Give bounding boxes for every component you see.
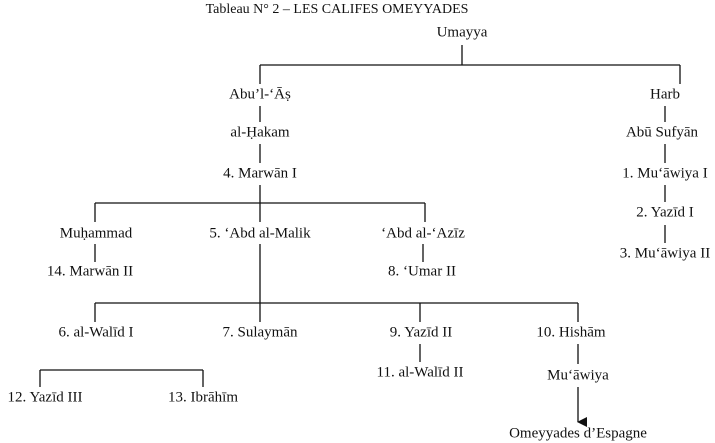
node-label: 2. Yazīd I (636, 204, 694, 220)
node-label: 1. Mu‘āwiya I (622, 165, 707, 181)
node-label: Abū Sufyān (626, 124, 699, 140)
node-label: 13. Ibrāhīm (168, 389, 238, 405)
title: Tableau N° 2 – LES CALIFES OMEYYADES (206, 2, 469, 17)
node-label: Umayya (437, 24, 488, 40)
node-label: Omeyyades d’Espagne (509, 425, 647, 441)
node-label: Muḥammad (60, 225, 133, 241)
node-label: 7. Sulaymān (223, 324, 298, 340)
node-label: Abu’l-‘Āṣ (229, 86, 291, 102)
node-label: 6. al-Walīd I (58, 324, 133, 340)
node-label: 9. Yazīd II (390, 324, 453, 340)
node-label: ‘Abd al-‘Azīz (381, 225, 465, 241)
node-label: 8. ‘Umar II (388, 263, 456, 279)
node-label: Mu‘āwiya (547, 367, 609, 383)
connectors (39, 45, 681, 427)
node-label: 4. Marwān I (223, 165, 297, 181)
node-label: 10. Hishām (536, 324, 605, 340)
node-label: 14. Marwān II (47, 263, 133, 279)
node-label: 3. Mu‘āwiya II (620, 245, 710, 261)
node-label: 5. ‘Abd al-Malik (209, 225, 311, 241)
node-label: Harb (650, 86, 680, 102)
node-label: 12. Yazīd III (8, 389, 83, 405)
node-label: al-Ḥakam (230, 124, 289, 140)
node-label: 11. al-Walīd II (377, 364, 464, 380)
